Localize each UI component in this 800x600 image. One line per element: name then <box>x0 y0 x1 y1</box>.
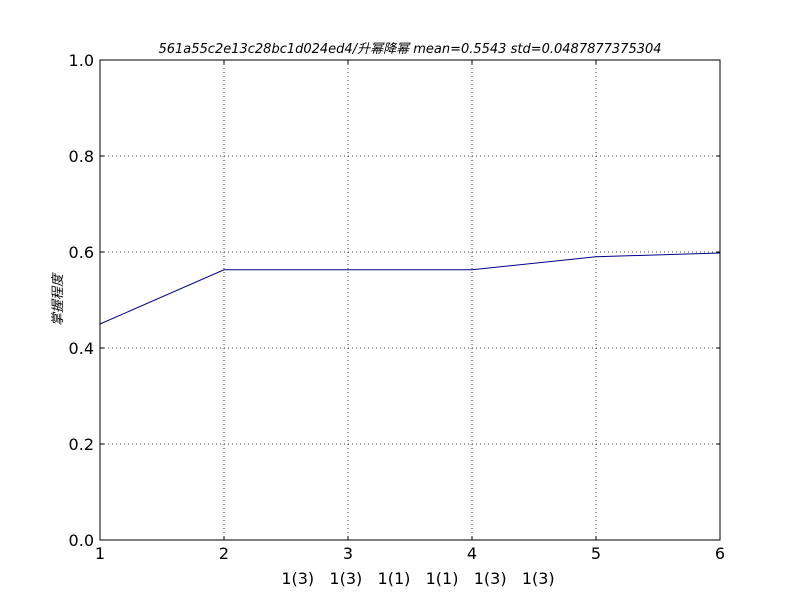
y-tick-label: 0.2 <box>69 435 94 454</box>
y-tick-label: 0.8 <box>69 147 94 166</box>
ticks: 1 2 3 4 5 6 0.0 0.2 0.4 0.6 0.8 1.0 <box>69 51 726 563</box>
x-axis-label: 1(3) 1(3) 1(1) 1(1) 1(3) 1(3) <box>281 569 554 588</box>
x-tick-label: 5 <box>591 544 601 563</box>
y-tick-label: 1.0 <box>69 51 94 70</box>
y-axis-label: 掌握程度 <box>51 272 66 326</box>
chart-title: 561a55c2e13c28bc1d024ed4/升幂降幂 mean=0.554… <box>158 42 661 57</box>
y-tick-label: 0.4 <box>69 339 94 358</box>
series-layer <box>99 252 721 325</box>
x-tick-label: 6 <box>715 544 725 563</box>
plot-frame <box>99 59 721 541</box>
series-line <box>99 252 721 325</box>
x-tick-label: 3 <box>343 544 353 563</box>
x-tick-label: 1 <box>95 544 105 563</box>
x-tick-label: 4 <box>467 544 477 563</box>
grid <box>100 60 720 540</box>
y-tick-label: 0.6 <box>69 243 94 262</box>
y-tick-label: 0.0 <box>69 531 94 550</box>
x-tick-label: 2 <box>219 544 229 563</box>
